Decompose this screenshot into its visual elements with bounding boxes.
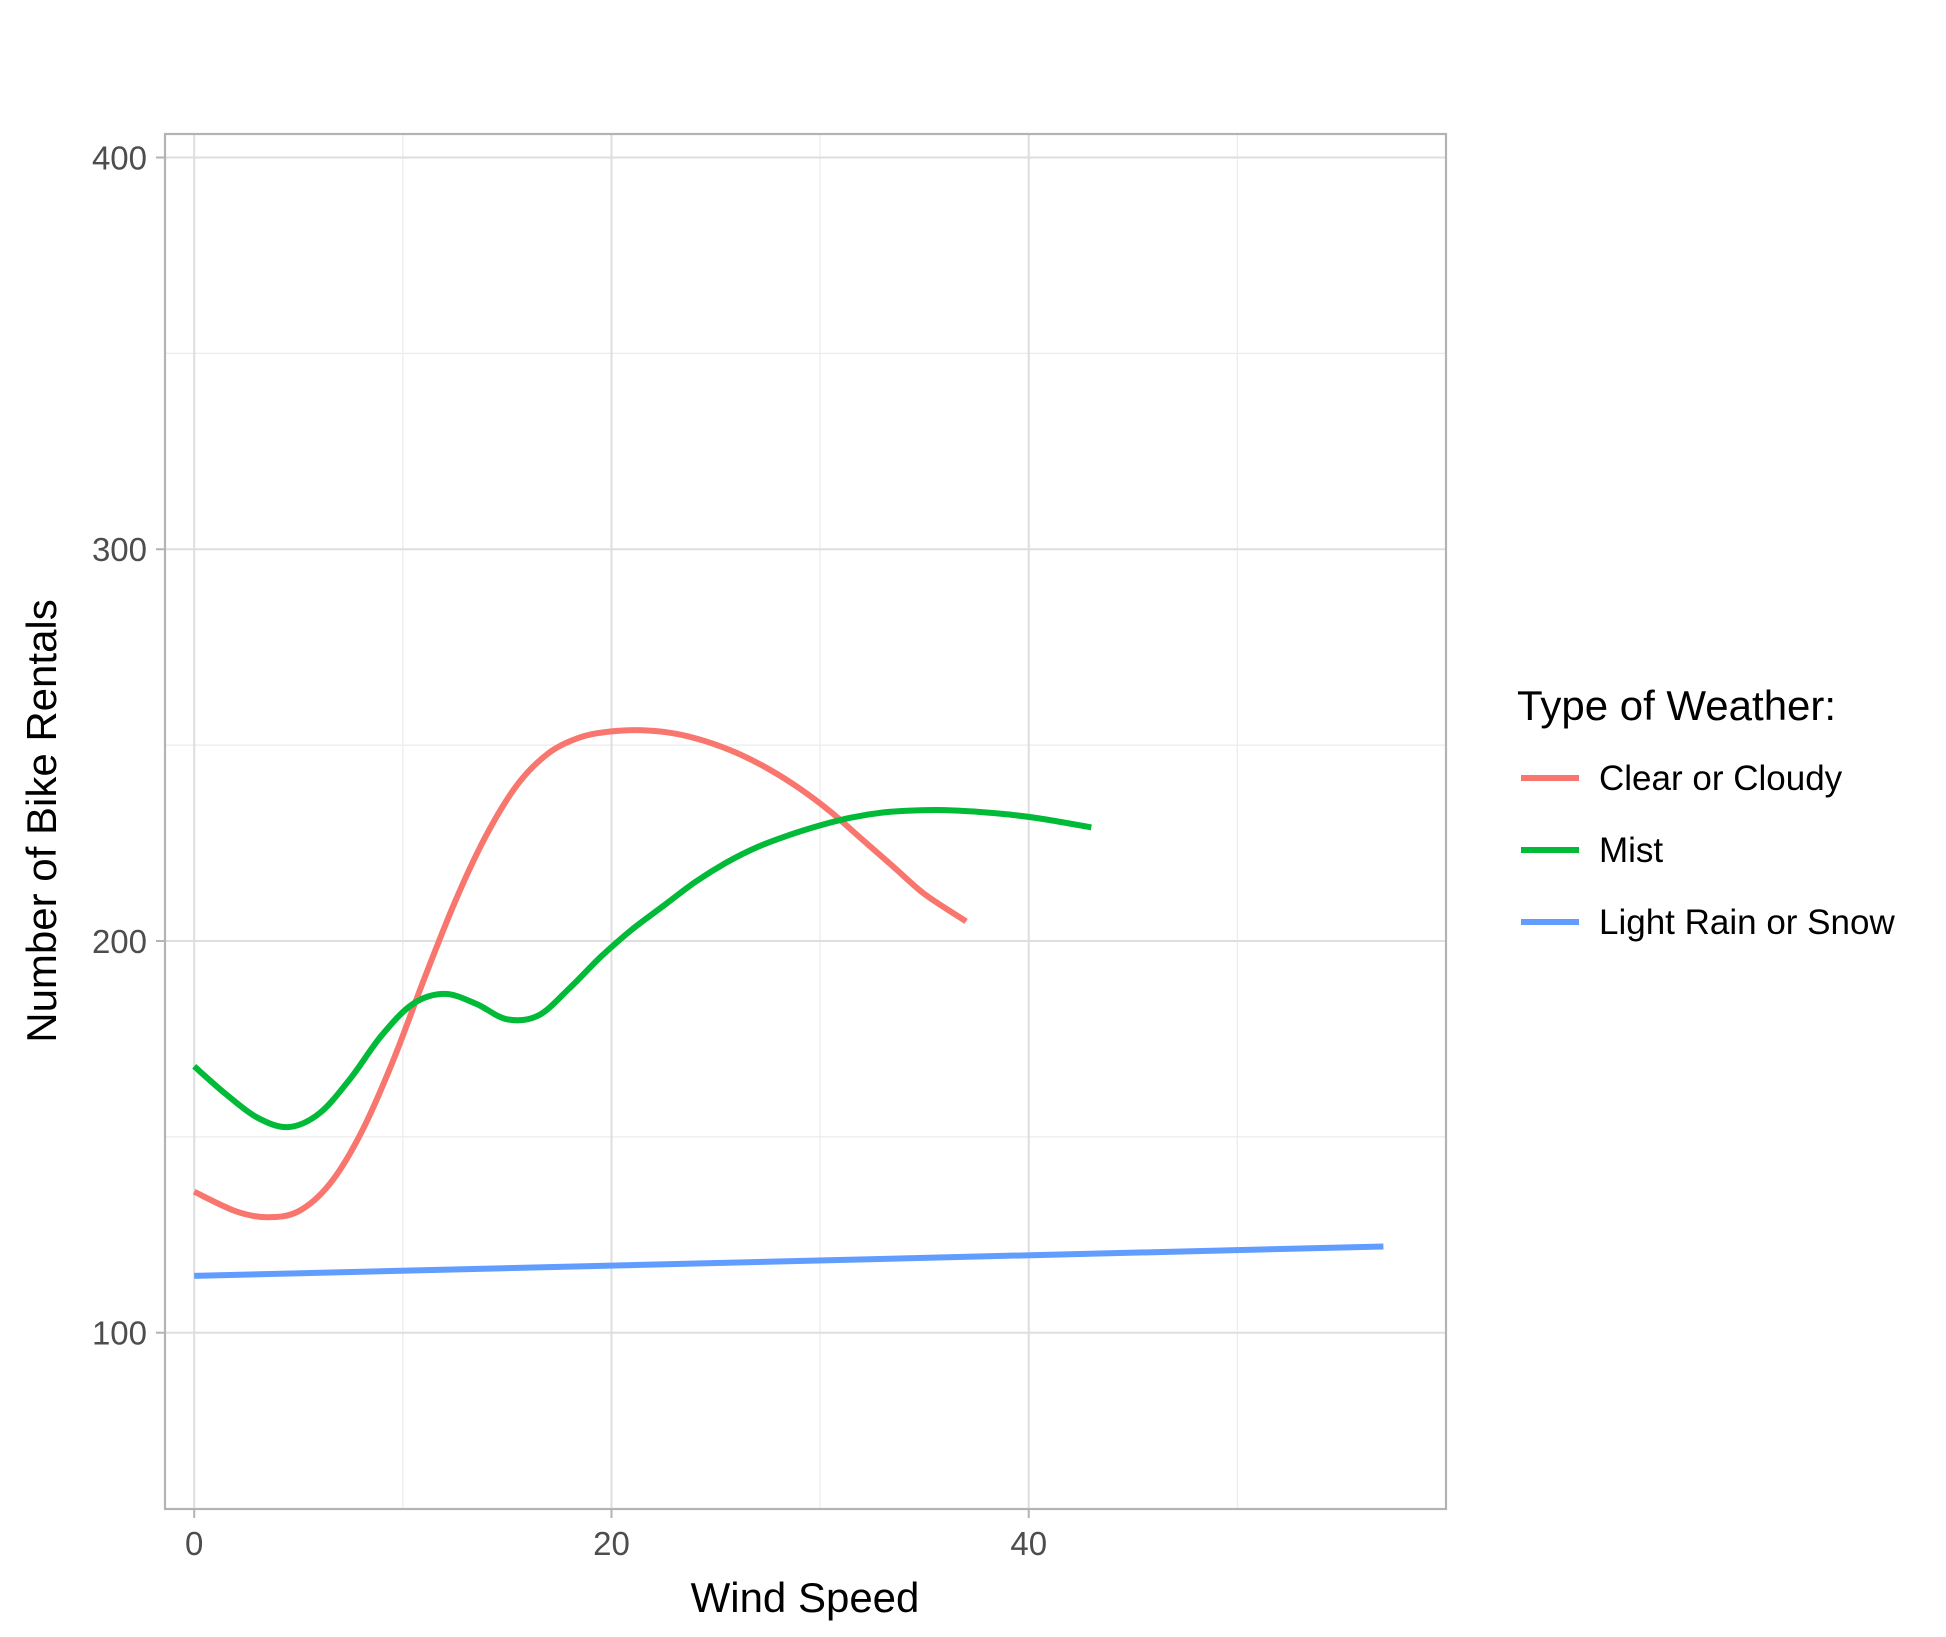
x-tick-label: 40 <box>1010 1525 1047 1562</box>
y-tick-label: 400 <box>92 140 147 177</box>
legend-title: Type of Weather: <box>1517 682 1836 729</box>
x-tick-labels: 0 20 40 <box>185 1525 1047 1562</box>
series-line-light-rain-or-snow <box>194 1243 1384 1279</box>
major-gridlines <box>165 134 1446 1509</box>
series-line-mist <box>192 807 1092 1131</box>
legend-label-clear-or-cloudy: Clear or Cloudy <box>1599 759 1843 798</box>
y-axis-title: Number of Bike Rentals <box>18 599 65 1043</box>
y-tick-labels: 100 200 300 400 <box>92 140 147 1352</box>
legend-label-light-rain-or-snow: Light Rain or Snow <box>1599 903 1895 942</box>
legend: Type of Weather: Clear or Cloudy Mist Ligh… <box>1517 682 1895 942</box>
x-tick-label: 0 <box>185 1525 203 1562</box>
series-lines <box>192 727 1384 1279</box>
x-tick-label: 20 <box>593 1525 630 1562</box>
y-tick-label: 200 <box>92 923 147 960</box>
y-tick-label: 300 <box>92 531 147 568</box>
legend-label-mist: Mist <box>1599 831 1663 870</box>
plot-panel <box>165 134 1446 1509</box>
plot-panel-border <box>163 132 1448 1511</box>
series-line-clear-or-cloudy <box>192 727 968 1221</box>
axis-ticks <box>156 156 1030 1518</box>
minor-gridlines <box>165 134 1446 1509</box>
x-axis-title: Wind Speed <box>691 1574 920 1621</box>
y-tick-label: 100 <box>92 1315 147 1352</box>
legend-items: Clear or Cloudy Mist Light Rain or Snow <box>1521 759 1895 942</box>
